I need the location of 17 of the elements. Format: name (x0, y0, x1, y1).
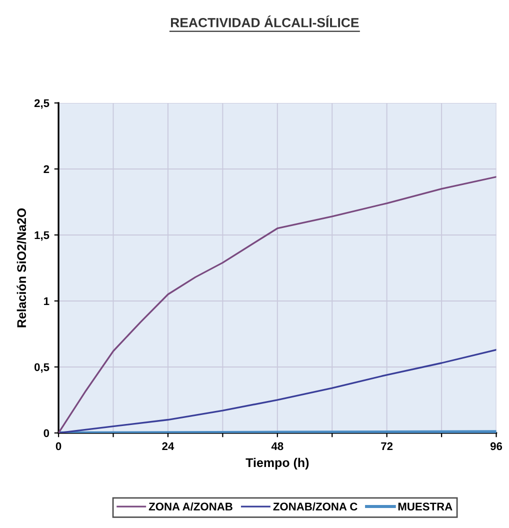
x-axis-title: Tiempo (h) (246, 458, 309, 470)
x-tick-label: 96 (490, 442, 502, 450)
y-tick-label: 2 (44, 165, 50, 173)
legend-label: ZONA A/ZONAB (148, 502, 232, 511)
x-tick-label: 48 (271, 442, 284, 450)
x-tick-label: 72 (381, 442, 393, 450)
x-tick-label: 24 (162, 442, 174, 450)
legend-label: ZONAB/ZONA C (273, 502, 358, 511)
x-tick-label: 0 (56, 442, 62, 450)
y-tick-label: 1 (44, 297, 50, 305)
y-tick-label: 0,5 (34, 363, 50, 373)
y-axis-title: Relación SiO2/Na2O (16, 208, 26, 328)
y-tick-label: 2,5 (34, 99, 50, 109)
y-tick-label: 1,5 (34, 231, 50, 241)
y-tick-label: 0 (44, 429, 50, 438)
chart-title: REACTIVIDAD ÁLCALI-SÍLICE (171, 15, 359, 28)
legend-label: MUESTRA (398, 502, 452, 511)
